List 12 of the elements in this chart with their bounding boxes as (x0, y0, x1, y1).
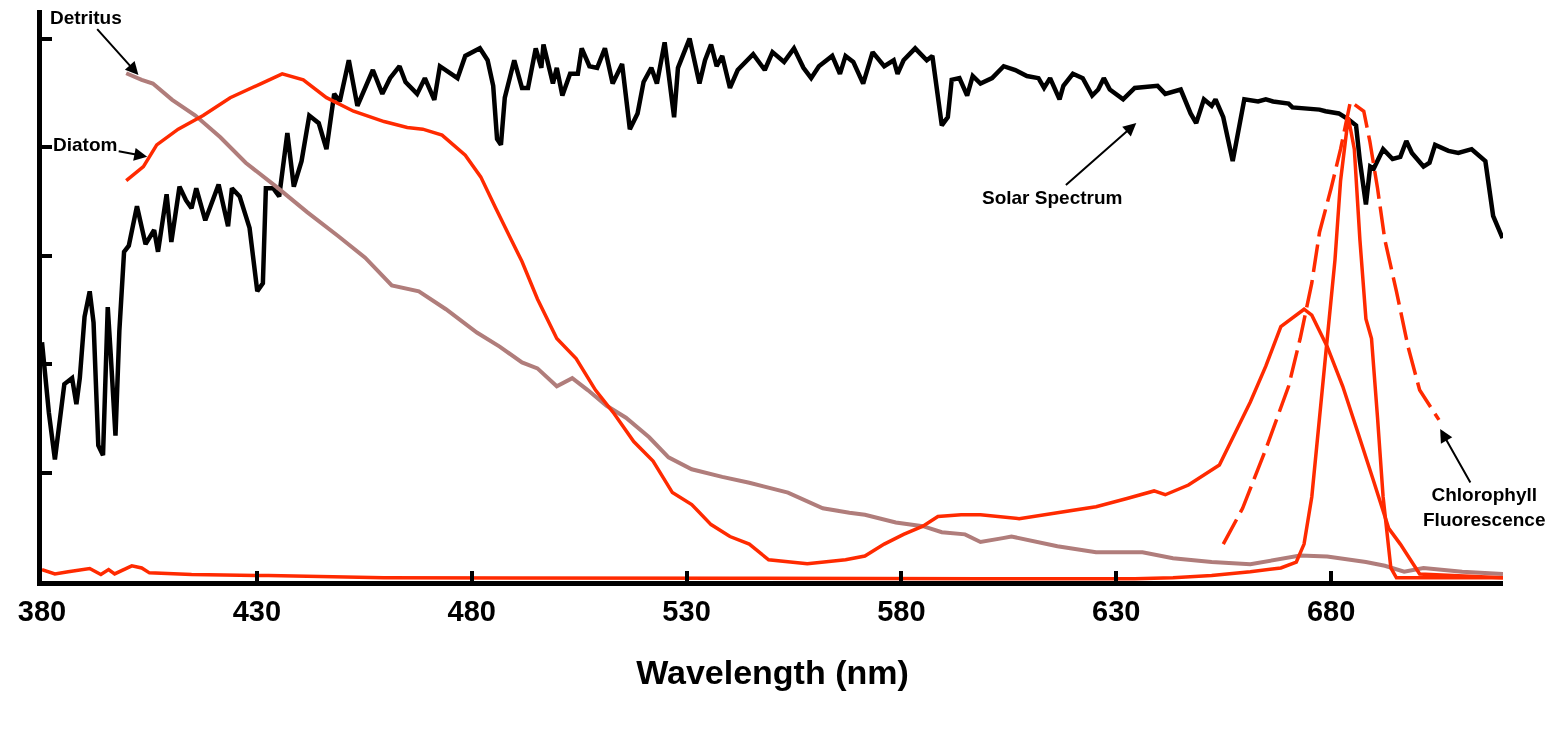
x-tick-label: 530 (662, 594, 711, 627)
x-tick-label: 480 (447, 594, 496, 627)
annotation: Chlorophyll Fluorescence (1423, 484, 1546, 530)
x-tick-label: 380 (17, 594, 67, 627)
annotation: Diatom (53, 134, 118, 155)
annotation: Solar Spectrum (982, 187, 1123, 208)
x-tick-label: 630 (1092, 594, 1141, 627)
x-tick-label: 680 (1306, 594, 1356, 627)
x-tick-label: 580 (877, 594, 926, 627)
x-tick-label: 430 (232, 594, 282, 627)
x-axis-title: Wavelength (nm) (636, 653, 909, 692)
text: Detritus (50, 7, 122, 28)
